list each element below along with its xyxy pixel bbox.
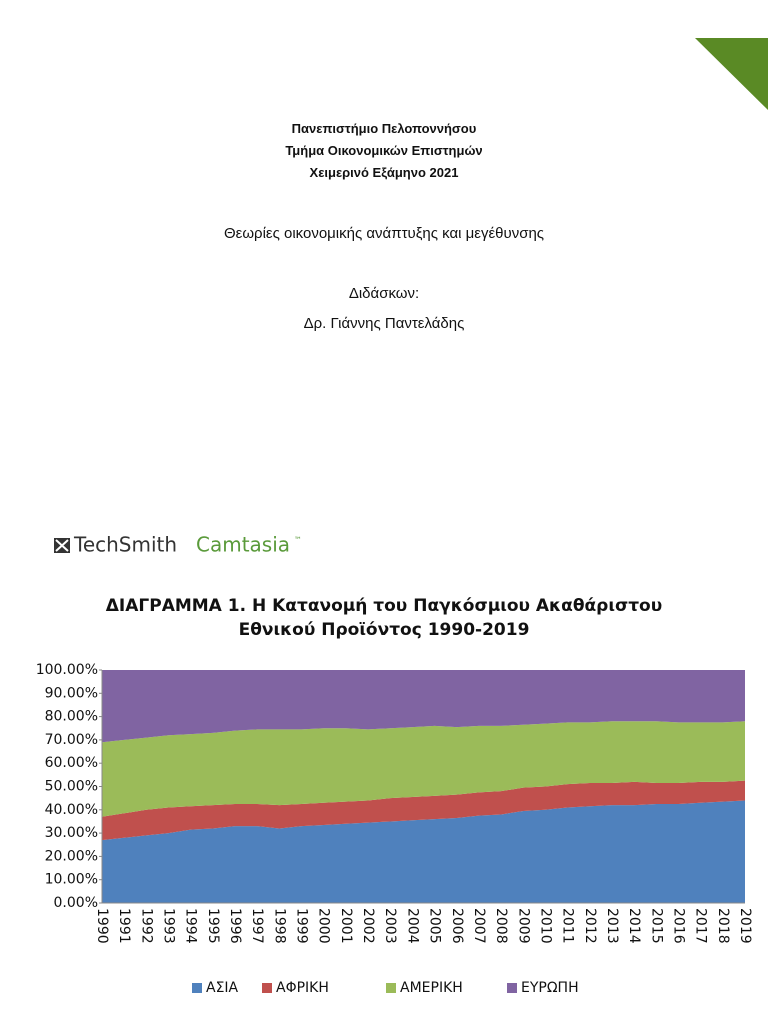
area — [102, 721, 745, 817]
x-tick-label: 1995 — [205, 908, 221, 944]
y-tick-label: 50.00% — [45, 779, 98, 795]
x-tick-label: 2001 — [338, 908, 354, 944]
instructor: Δρ. Γιάννης Παντελάδης — [303, 315, 465, 332]
x-tick-label: 1992 — [138, 908, 154, 944]
y-tick-label: 100.00% — [36, 662, 98, 678]
x-tick-label: 2015 — [648, 908, 664, 944]
x-tick-label: 2002 — [360, 908, 376, 944]
header-lines: Πανεπιστήμιο Πελοποννήσου Τμήμα Οικονομι… — [0, 118, 768, 184]
x-tick-label: 2004 — [404, 908, 420, 944]
course: Θεωρίες οικονομικής ανάπτυξης και μεγέθυ… — [223, 225, 545, 242]
header-line: Χειμερινό Εξάμηνο 2021 — [309, 165, 459, 180]
x-tick-label: 2017 — [693, 908, 709, 944]
header-line: Πανεπιστήμιο Πελοποννήσου — [291, 121, 477, 136]
x-tick-label: 1990 — [94, 908, 110, 944]
y-tick-label: 10.00% — [45, 872, 98, 888]
y-tick-label: 70.00% — [45, 732, 98, 748]
x-tick-label: 2003 — [382, 908, 398, 944]
legend-swatch — [262, 983, 272, 993]
legend-label: ΑΦΡΙΚΗ — [276, 980, 329, 996]
header-line: Τμήμα Οικονομικών Επιστημών — [285, 143, 483, 158]
legend-swatch — [386, 983, 396, 993]
area — [102, 670, 745, 743]
x-tick-label: 2018 — [715, 908, 731, 944]
y-tick-label: 80.00% — [45, 709, 98, 725]
chart-title: ΔΙΑΓΡΑΜΜΑ 1. Η Κατανομή του Παγκόσμιου Α… — [105, 596, 663, 640]
logo-product: Camtasia — [196, 533, 290, 557]
legend-label: ΑΜΕΡΙΚΗ — [400, 980, 463, 996]
corner-triangle — [695, 38, 768, 110]
legend-swatch — [507, 983, 517, 993]
legend-label: ΑΣΙΑ — [206, 980, 239, 996]
y-tick-label: 20.00% — [45, 848, 98, 864]
x-tick-label: 1996 — [227, 908, 243, 944]
logo-brand: TechSmith — [73, 533, 177, 557]
legend-label: ΕΥΡΩΠΗ — [521, 980, 579, 996]
x-tick-label: 1997 — [249, 908, 265, 944]
instructor-label: Διδάσκων: — [348, 285, 420, 302]
x-tick-label: 2016 — [670, 908, 686, 944]
x-tick-label: 2009 — [515, 908, 531, 944]
x-tick-label: 2013 — [604, 908, 620, 944]
x-tick-label: 2014 — [626, 908, 642, 944]
x-tick-label: 2000 — [316, 908, 332, 944]
legend-swatch — [192, 983, 202, 993]
x-tick-label: 2008 — [493, 908, 509, 944]
logo-icon — [54, 538, 70, 553]
x-tick-label: 2005 — [427, 908, 443, 944]
x-tick-label: 2012 — [582, 908, 598, 944]
area — [102, 780, 745, 841]
y-tick-label: 40.00% — [45, 802, 98, 818]
logo-trademark: ™ — [294, 536, 302, 545]
x-tick-label: 2011 — [560, 908, 576, 944]
x-tick-label: 2006 — [449, 908, 465, 944]
x-tick-label: 2010 — [537, 908, 553, 944]
x-tick-label: 2007 — [471, 908, 487, 944]
x-tick-label: 1993 — [161, 908, 177, 944]
y-tick-label: 90.00% — [45, 685, 98, 701]
x-tick-label: 1991 — [116, 908, 132, 944]
x-tick-label: 2019 — [737, 908, 753, 944]
x-tick-label: 1999 — [294, 908, 310, 944]
y-tick-label: 60.00% — [45, 755, 98, 771]
y-tick-label: 30.00% — [45, 825, 98, 841]
y-tick-label: 0.00% — [54, 895, 98, 911]
x-tick-label: 1998 — [271, 908, 287, 944]
x-tick-label: 1994 — [183, 908, 199, 944]
area — [102, 800, 745, 903]
